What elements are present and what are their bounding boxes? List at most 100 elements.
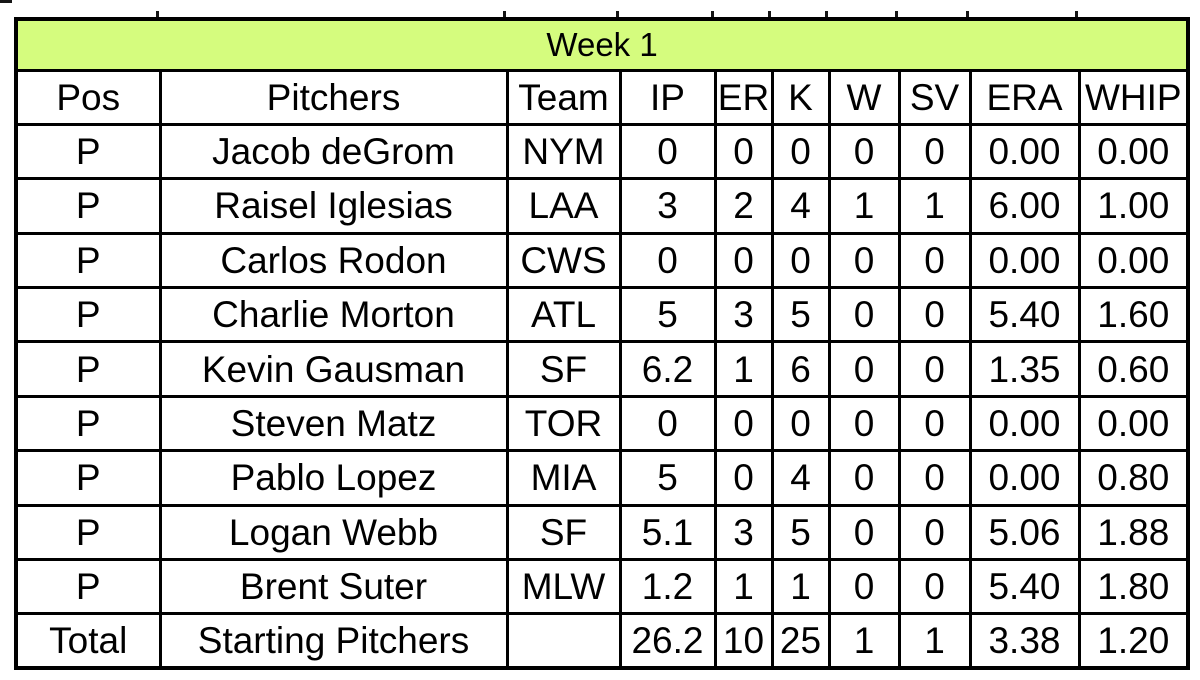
ip-cell: 5.1 [618, 503, 717, 562]
crop-artifact-tick [503, 11, 506, 18]
total-sv-cell: 1 [897, 612, 972, 670]
k-cell: 4 [770, 177, 831, 235]
total-k-cell: 25 [770, 612, 831, 670]
team-cell: ATL [505, 286, 622, 344]
ip-cell: 3 [618, 177, 717, 235]
whip-cell: 0.00 [1077, 122, 1190, 181]
er-cell: 0 [713, 394, 774, 453]
pos-cell: P [14, 503, 162, 562]
team-cell: LAA [505, 177, 622, 235]
er-cell: 3 [713, 503, 774, 562]
era-cell: 0.00 [968, 122, 1081, 181]
w-cell: 0 [827, 503, 901, 562]
total-er-cell: 10 [713, 612, 774, 670]
total-team-cell [505, 612, 622, 670]
total-row: Total Starting Pitchers 26.2 10 25 1 1 3.38 1.20 [14, 612, 1190, 670]
total-pitcher-name-cell: Starting Pitchers [158, 612, 509, 670]
whip-cell: 1.00 [1077, 177, 1190, 235]
crop-artifact-tick [966, 11, 969, 18]
k-cell: 0 [770, 231, 831, 290]
crop-artifact-tick [825, 11, 828, 18]
whip-cell: 0.80 [1077, 449, 1190, 507]
era-cell: 5.06 [968, 503, 1081, 562]
k-cell: 4 [770, 449, 831, 507]
w-cell: 0 [827, 340, 901, 398]
w-cell: 0 [827, 394, 901, 453]
column-header-pitchers: Pitchers [158, 68, 509, 126]
crop-artifact-tick [711, 11, 714, 18]
k-cell: 0 [770, 122, 831, 181]
crop-artifact-corner [0, 0, 12, 3]
crop-artifact-tick [768, 11, 771, 18]
pitcher-row: P Raisel Iglesias LAA 3 2 4 1 1 6.00 1.00 [14, 177, 1190, 235]
pitcher-name-cell: Brent Suter [158, 558, 509, 616]
pitcher-row: P Charlie Morton ATL 5 3 5 0 0 5.40 1.60 [14, 286, 1190, 344]
column-header-w: W [827, 68, 901, 126]
era-cell: 0.00 [968, 231, 1081, 290]
team-cell: TOR [505, 394, 622, 453]
ip-cell: 0 [618, 122, 717, 181]
team-cell: SF [505, 340, 622, 398]
column-header-era: ERA [968, 68, 1081, 126]
pitcher-name-cell: Steven Matz [158, 394, 509, 453]
er-cell: 0 [713, 122, 774, 181]
pitcher-row: P Steven Matz TOR 0 0 0 0 0 0.00 0.00 [14, 394, 1190, 453]
ip-cell: 5 [618, 449, 717, 507]
pos-cell: P [14, 340, 162, 398]
sv-cell: 0 [897, 340, 972, 398]
pitcher-row: P Kevin Gausman SF 6.2 1 6 0 0 1.35 0.60 [14, 340, 1190, 398]
sv-cell: 1 [897, 177, 972, 235]
era-cell: 6.00 [968, 177, 1081, 235]
column-header-pos: Pos [14, 68, 162, 126]
whip-cell: 0.60 [1077, 340, 1190, 398]
pitcher-name-cell: Jacob deGrom [158, 122, 509, 181]
pitcher-row: P Carlos Rodon CWS 0 0 0 0 0 0.00 0.00 [14, 231, 1190, 290]
pos-cell: P [14, 286, 162, 344]
total-whip-cell: 1.20 [1077, 612, 1190, 670]
whip-cell: 1.88 [1077, 503, 1190, 562]
pitcher-row: P Jacob deGrom NYM 0 0 0 0 0 0.00 0.00 [14, 122, 1190, 181]
era-cell: 1.35 [968, 340, 1081, 398]
total-w-cell: 1 [827, 612, 901, 670]
crop-artifact-tick [895, 11, 898, 18]
pos-cell: P [14, 122, 162, 181]
column-header-k: K [770, 68, 831, 126]
ip-cell: 0 [618, 231, 717, 290]
title-row: Week 1 [14, 17, 1190, 72]
k-cell: 1 [770, 558, 831, 616]
whip-cell: 1.60 [1077, 286, 1190, 344]
ip-cell: 0 [618, 394, 717, 453]
pitcher-row: P Brent Suter MLW 1.2 1 1 0 0 5.40 1.80 [14, 558, 1190, 616]
team-cell: MLW [505, 558, 622, 616]
era-cell: 5.40 [968, 286, 1081, 344]
crop-artifact-tick [616, 11, 619, 18]
w-cell: 0 [827, 122, 901, 181]
ip-cell: 5 [618, 286, 717, 344]
crop-artifact-tick [156, 11, 159, 18]
week-title: Week 1 [14, 17, 1190, 72]
era-cell: 5.40 [968, 558, 1081, 616]
pos-cell: P [14, 558, 162, 616]
sv-cell: 0 [897, 122, 972, 181]
pitcher-name-cell: Charlie Morton [158, 286, 509, 344]
team-cell: NYM [505, 122, 622, 181]
team-cell: CWS [505, 231, 622, 290]
pos-cell: P [14, 231, 162, 290]
sv-cell: 0 [897, 231, 972, 290]
pitcher-name-cell: Logan Webb [158, 503, 509, 562]
w-cell: 0 [827, 231, 901, 290]
column-header-team: Team [505, 68, 622, 126]
column-header-whip: WHIP [1077, 68, 1190, 126]
w-cell: 0 [827, 449, 901, 507]
column-header-ip: IP [618, 68, 717, 126]
er-cell: 2 [713, 177, 774, 235]
er-cell: 1 [713, 558, 774, 616]
w-cell: 1 [827, 177, 901, 235]
sv-cell: 0 [897, 449, 972, 507]
k-cell: 6 [770, 340, 831, 398]
total-era-cell: 3.38 [968, 612, 1081, 670]
whip-cell: 1.80 [1077, 558, 1190, 616]
k-cell: 0 [770, 394, 831, 453]
team-cell: MIA [505, 449, 622, 507]
